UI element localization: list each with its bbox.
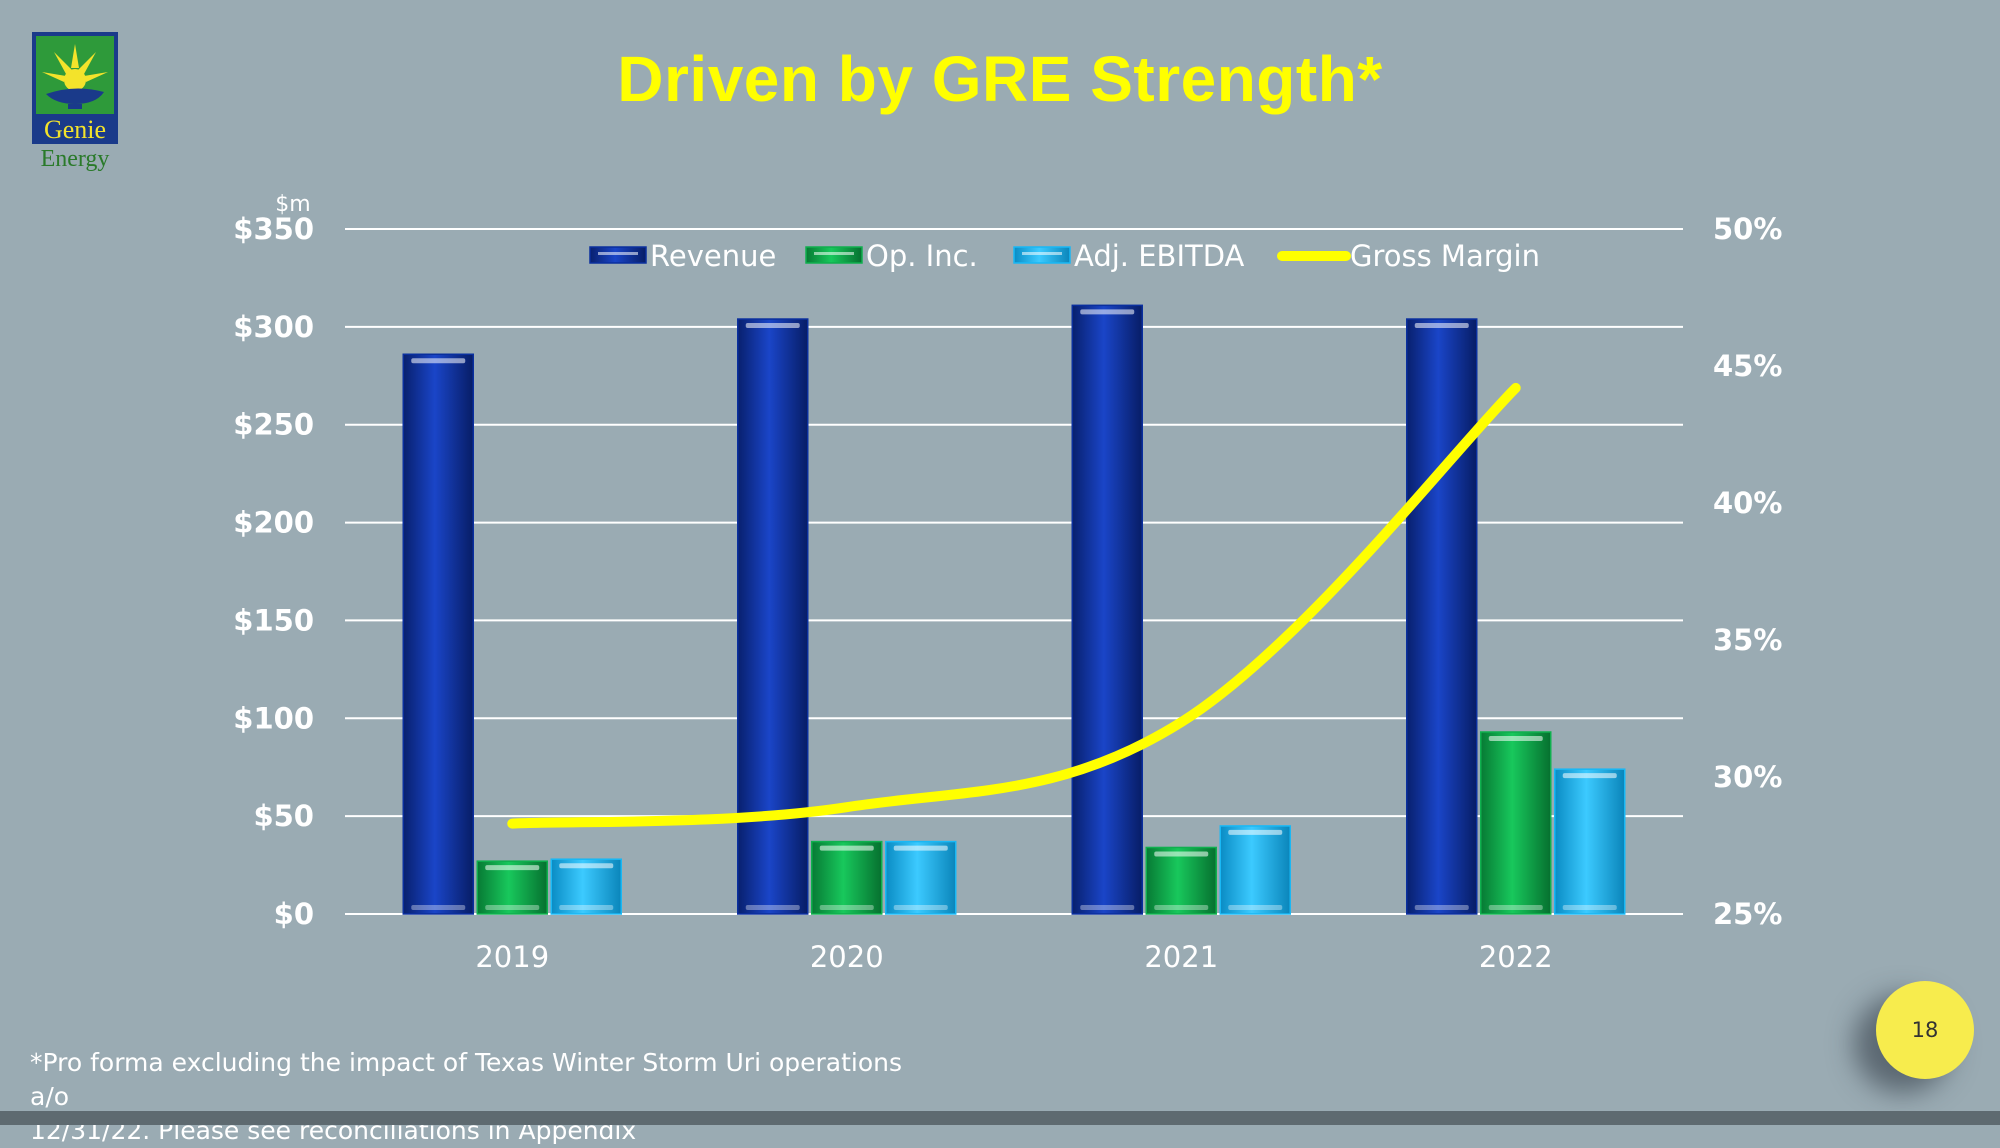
axis-labels: $0 $50 $100 $150 $200 $250 $300 $350 25% 30% 35% 40…	[233, 192, 1782, 974]
x-tick-label: 2021	[1144, 940, 1218, 974]
bottom-bar	[0, 1111, 2000, 1125]
gross-margin-point	[845, 806, 848, 809]
y-axis-unit-label: $m	[275, 192, 310, 217]
gross-margin-point	[1514, 386, 1517, 389]
revenue-bar	[402, 353, 474, 915]
legend-revenue: Revenue	[589, 239, 776, 273]
page-number: 18	[1911, 1018, 1939, 1042]
adj-ebitda-bar	[550, 858, 622, 915]
x-tick-label: 2020	[810, 940, 884, 974]
y-tick-label: $50	[253, 799, 314, 833]
revenue-bar	[737, 318, 809, 915]
legend: Revenue Op. Inc. Adj. EBITDA Gross Margin	[589, 239, 1540, 273]
y-tick-label: $350	[233, 212, 314, 246]
page-number-badge: 18	[1876, 981, 1974, 1079]
legend-op-inc: Op. Inc.	[805, 239, 978, 273]
revenue-bar	[1406, 318, 1478, 915]
footnote-line-1: *Pro forma excluding the impact of Texas…	[30, 1048, 903, 1111]
financial-chart: $0 $50 $100 $150 $200 $250 $300 $350 25% 30% 35% 40…	[233, 192, 1782, 974]
y-tick-label: $250	[233, 408, 314, 442]
y2-tick-label: 50%	[1713, 212, 1782, 246]
legend-label: Op. Inc.	[866, 239, 978, 273]
legend-gross-margin: Gross Margin	[1277, 239, 1540, 273]
legend-label: Revenue	[650, 239, 776, 273]
op-inc-bar	[476, 860, 548, 915]
legend-label: Gross Margin	[1350, 239, 1540, 273]
op-inc-bar	[1145, 846, 1217, 915]
adj-ebitda-bar	[1219, 825, 1291, 915]
y2-tick-label: 35%	[1713, 623, 1782, 657]
y2-tick-label: 40%	[1713, 486, 1782, 520]
y-tick-label: $300	[233, 310, 314, 344]
gross-margin-point	[1180, 721, 1183, 724]
gross-margin-line	[507, 382, 1521, 829]
y-tick-label: $100	[233, 701, 314, 735]
gross-margin-point	[511, 822, 514, 825]
footnote: *Pro forma excluding the impact of Texas…	[30, 1046, 930, 1148]
legend-adj-ebitda: Adj. EBITDA	[1013, 239, 1245, 273]
adj-ebitda-bar	[885, 840, 957, 915]
x-tick-label: 2019	[475, 940, 549, 974]
y-tick-label: $0	[274, 897, 314, 931]
y2-tick-label: 45%	[1713, 349, 1782, 383]
op-inc-bar	[1480, 731, 1552, 915]
logo-word-genie: Genie	[44, 115, 106, 144]
revenue-bar	[1071, 304, 1143, 915]
y-tick-label: $150	[233, 603, 314, 637]
bars	[402, 304, 1626, 915]
gross-margin-line-layer	[507, 382, 1521, 829]
slide-title: Driven by GRE Strength*	[617, 43, 1383, 115]
genie-energy-logo: Genie Energy	[32, 32, 118, 172]
legend-label: Adj. EBITDA	[1074, 239, 1245, 273]
x-tick-label: 2022	[1479, 940, 1553, 974]
y-tick-label: $200	[233, 506, 314, 540]
adj-ebitda-bar	[1554, 768, 1626, 915]
logo-word-energy: Energy	[41, 146, 110, 172]
y2-tick-label: 30%	[1713, 760, 1782, 794]
op-inc-bar	[811, 840, 883, 915]
y2-tick-label: 25%	[1713, 897, 1782, 931]
